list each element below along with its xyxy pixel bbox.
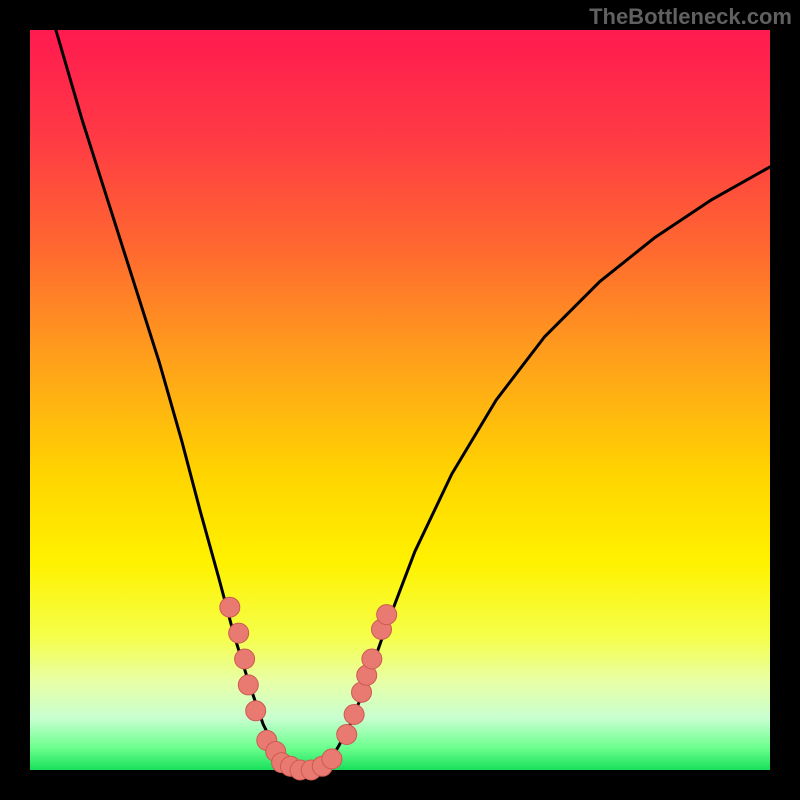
data-marker <box>229 623 249 643</box>
data-marker <box>337 724 357 744</box>
data-marker <box>220 597 240 617</box>
watermark-text: TheBottleneck.com <box>589 4 792 30</box>
data-marker <box>377 605 397 625</box>
data-marker <box>235 649 255 669</box>
data-marker <box>344 705 364 725</box>
data-marker <box>246 701 266 721</box>
bottleneck-chart <box>0 0 800 800</box>
data-marker <box>322 749 342 769</box>
gradient-plot-area <box>30 30 770 770</box>
data-marker <box>238 675 258 695</box>
data-marker <box>362 649 382 669</box>
chart-container: TheBottleneck.com <box>0 0 800 800</box>
